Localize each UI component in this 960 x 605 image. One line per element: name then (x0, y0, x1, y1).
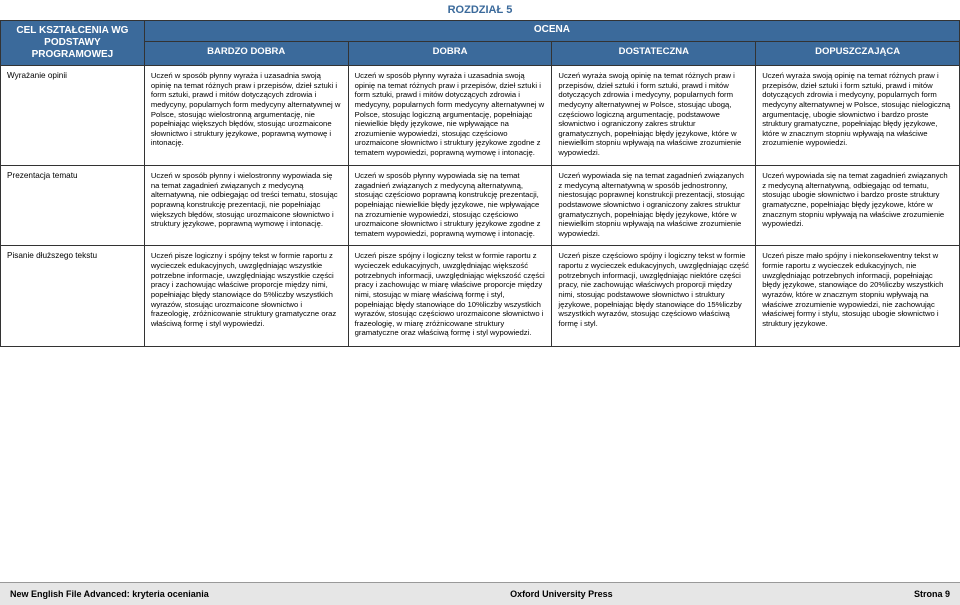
cell-content: Uczeń wyraża swoją opinię na temat różny… (552, 66, 756, 166)
cell-content: Uczeń w sposób płynny i wielostronny wyp… (144, 166, 348, 246)
row-header-main: CEL KSZTAŁCENIA WG PODSTAWY PROGRAMOWEJ (1, 21, 145, 66)
grade-col-dobra: DOBRA (348, 42, 552, 66)
row-label: Prezentacja tematu (1, 166, 145, 246)
grade-col-bardzo-dobra: BARDZO DOBRA (144, 42, 348, 66)
grades-super-header: OCENA (144, 21, 959, 42)
cell-content: Uczeń wypowiada się na temat zagadnień z… (756, 166, 960, 246)
page-footer: New English File Advanced: kryteria ocen… (0, 582, 960, 605)
grade-col-dostateczna: DOSTATECZNA (552, 42, 756, 66)
row-label: Wyrażanie opinii (1, 66, 145, 166)
cell-content: Uczeń pisze częściowo spójny i logiczny … (552, 246, 756, 346)
chapter-title: ROZDZIAŁ 5 (0, 0, 960, 20)
footer-center: Oxford University Press (510, 589, 613, 599)
grade-col-dopuszczajaca: DOPUSZCZAJĄCA (756, 42, 960, 66)
footer-left: New English File Advanced: kryteria ocen… (10, 589, 209, 599)
criteria-table: CEL KSZTAŁCENIA WG PODSTAWY PROGRAMOWEJ … (0, 20, 960, 340)
cell-content: Uczeń pisze spójny i logiczny tekst w fo… (348, 246, 552, 346)
row-label: Pisanie dłuższego tekstu (1, 246, 145, 346)
table-row: Prezentacja tematu Uczeń w sposób płynny… (1, 166, 960, 246)
cell-content: Uczeń pisze mało spójny i niekonsekwentn… (756, 246, 960, 346)
footer-right: Strona 9 (914, 589, 950, 599)
cell-content: Uczeń pisze logiczny i spójny tekst w fo… (144, 246, 348, 346)
table-row: Pisanie dłuższego tekstu Uczeń pisze log… (1, 246, 960, 346)
cell-content: Uczeń w sposób płynny wyraża i uzasadnia… (144, 66, 348, 166)
cell-content: Uczeń wypowiada się na temat zagadnień z… (552, 166, 756, 246)
cell-content: Uczeń w sposób płynny wyraża i uzasadnia… (348, 66, 552, 166)
cell-content: Uczeń wyraża swoją opinię na temat różny… (756, 66, 960, 166)
cell-content: Uczeń w sposób płynny wypowiada się na t… (348, 166, 552, 246)
table-row: Wyrażanie opinii Uczeń w sposób płynny w… (1, 66, 960, 166)
